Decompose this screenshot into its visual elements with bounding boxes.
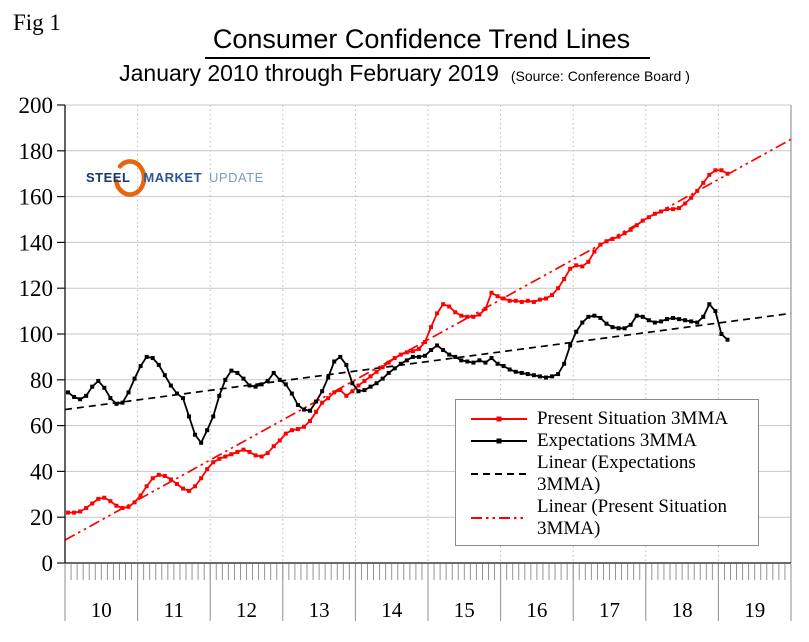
legend-item-linear-expectations: Linear (Expectations 3MMA)	[470, 452, 754, 496]
chart-subtitle: January 2010 through February 2019	[119, 60, 499, 86]
legend-item-present-situation: Present Situation 3MMA	[470, 408, 754, 430]
trend-line-linear-present-situation-3mma-	[64, 138, 792, 541]
svg-text:15: 15	[454, 598, 475, 622]
trend-lines	[64, 138, 792, 541]
legend-line-sample-expectations-icon	[471, 438, 527, 444]
logo-word-market: MARKET	[143, 169, 203, 185]
legend-item-expectations: Expectations 3MMA	[470, 430, 754, 452]
svg-text:10: 10	[91, 598, 112, 622]
steel-market-update-logo: STEEL MARKET UPDATE	[86, 158, 264, 197]
legend-label: Linear (Present Situation 3MMA)	[537, 496, 727, 539]
legend-label: Expectations 3MMA	[537, 430, 697, 451]
svg-text:160: 160	[19, 185, 54, 210]
legend-label: Present Situation 3MMA	[537, 408, 729, 429]
svg-text:13: 13	[309, 598, 330, 622]
svg-text:0: 0	[42, 551, 54, 576]
svg-text:40: 40	[30, 459, 53, 484]
logo-swoosh-icon	[113, 159, 147, 197]
legend-line-sample-linear-present-situation-icon	[471, 517, 527, 519]
x-axis-ticks-and-labels: 10 11 12 13 14 15 16 17 18 19	[64, 564, 792, 622]
series-expectations-3mma	[66, 302, 730, 445]
svg-text:140: 140	[19, 230, 54, 255]
svg-text:100: 100	[19, 322, 54, 347]
chart-subtitle-row: January 2010 through February 2019 (Sourc…	[0, 60, 809, 87]
logo-word-steel: STEEL	[86, 169, 131, 185]
chart-header: Consumer Confidence Trend Lines	[0, 24, 809, 59]
svg-text:180: 180	[19, 139, 54, 164]
svg-text:17: 17	[599, 598, 620, 622]
legend-item-linear-present-situation: Linear (Present Situation 3MMA)	[470, 496, 754, 540]
svg-text:19: 19	[744, 598, 765, 622]
logo-word-update: UPDATE	[209, 169, 264, 185]
svg-text:120: 120	[19, 276, 54, 301]
svg-text:16: 16	[526, 598, 547, 622]
svg-text:20: 20	[30, 505, 53, 530]
svg-text:12: 12	[236, 598, 257, 622]
svg-text:60: 60	[30, 414, 53, 439]
chart-legend: Present Situation 3MMA Expectations 3MMA…	[455, 399, 759, 546]
series-present-situation-3mma	[66, 168, 730, 515]
source-note: (Source: Conference Board )	[510, 68, 690, 84]
chart-title: Consumer Confidence Trend Lines	[204, 24, 651, 59]
trend-line-linear-expectations-3mma-	[64, 312, 792, 411]
y-axis-labels: 0 20 40 60 80 100 120 140 160 180 200	[19, 93, 65, 576]
svg-text:14: 14	[381, 598, 403, 622]
svg-text:11: 11	[164, 598, 184, 622]
svg-text:200: 200	[19, 93, 54, 118]
svg-text:80: 80	[30, 368, 53, 393]
legend-line-sample-linear-expectations-icon	[471, 473, 527, 475]
legend-line-sample-present-situation-icon	[471, 416, 527, 422]
svg-text:18: 18	[672, 598, 693, 622]
legend-label: Linear (Expectations 3MMA)	[537, 452, 696, 495]
figure-number-label: Fig 1	[13, 10, 61, 35]
